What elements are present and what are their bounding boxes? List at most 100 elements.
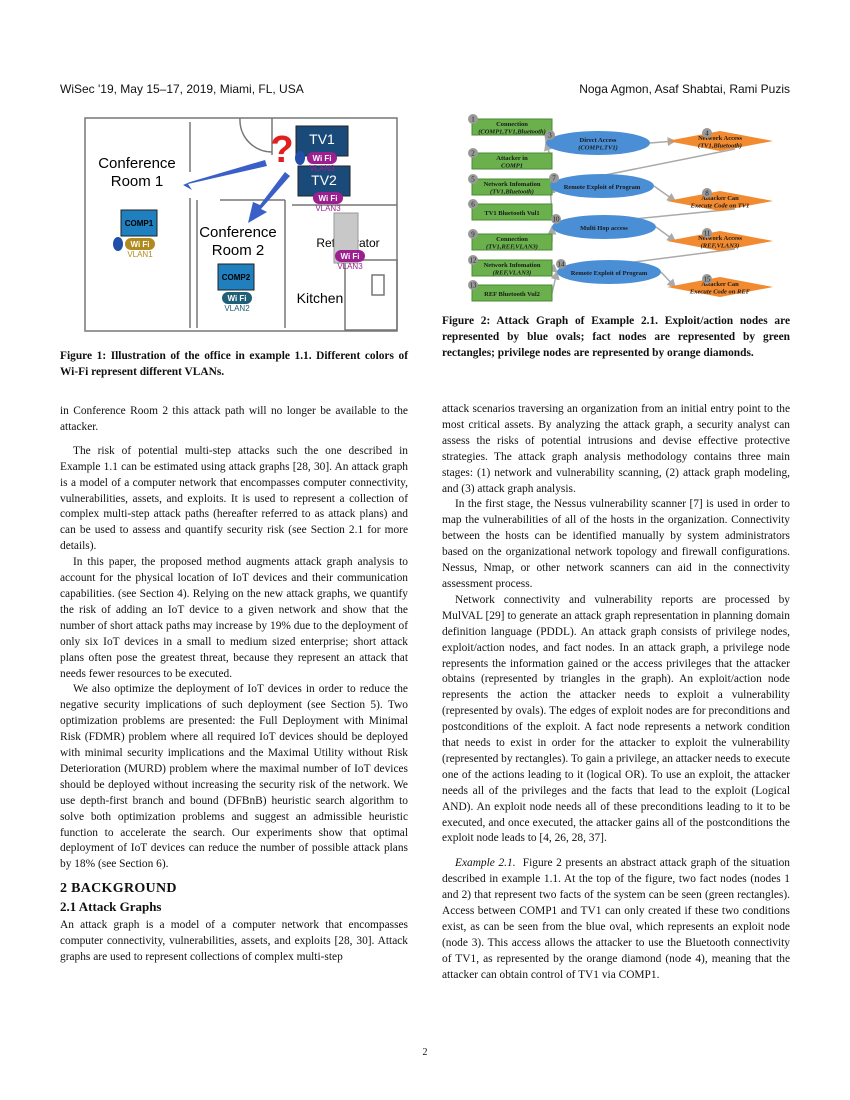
fact-node-1: Connection(COMP1,TV1,Bluetooth)1 xyxy=(468,114,553,136)
wifi-label: Wi Fi xyxy=(318,194,337,203)
node-sublabel: (COMP1,TV1,Bluetooth) xyxy=(478,129,546,136)
node-number-badge xyxy=(468,148,478,158)
node-label: TV1 Bluetooth Vul1 xyxy=(484,210,539,217)
wifi-icon xyxy=(222,292,252,304)
fact-node-12: Network Infomation(REF,VLAN3) 12 xyxy=(468,255,553,277)
node-label: Attacker Can xyxy=(701,281,739,288)
node-number-badge xyxy=(702,128,712,138)
node-sublabel: (REF,VLAN3) xyxy=(701,243,740,250)
node-label: Direct Access xyxy=(580,137,617,144)
node-number: 9 xyxy=(471,231,475,239)
paragraph: In the first stage, the Nessus vulnerabi… xyxy=(442,498,790,590)
fact-node-13: REF Bluetooth Vul2 13 xyxy=(468,280,553,302)
node-number-badge xyxy=(551,214,561,224)
graph-edge xyxy=(660,271,677,289)
graph-edge xyxy=(653,185,677,202)
vlan-label: VLAN1 xyxy=(127,250,153,259)
paragraph: attack scenarios traversing an organizat… xyxy=(442,403,790,495)
paragraph: The risk of potential multi-step attacks… xyxy=(60,444,408,553)
node-label: Network Access xyxy=(698,135,742,142)
example-paragraph: Example 2.1. Figure 2 presents an abstra… xyxy=(442,856,790,983)
paragraph: In this paper, the proposed method augme… xyxy=(60,556,408,680)
node-number-badge xyxy=(702,274,712,284)
node-label: Attacker Can xyxy=(701,195,739,202)
node-number: 4 xyxy=(705,130,709,138)
comp2-label: COMP2 xyxy=(222,273,251,282)
exploit-node-14: Remote Exploit of Program 14 xyxy=(556,259,661,284)
node-number-badge xyxy=(468,255,478,265)
subsection-heading: 2.1 Attack Graphs xyxy=(60,899,162,915)
node-label: Connection xyxy=(496,121,528,128)
room-label-conference-1b: Room 1 xyxy=(111,173,164,190)
example-label: Example 2.1. xyxy=(455,857,516,870)
bluetooth-icon xyxy=(295,151,305,165)
node-label: Remote Exploit of Program xyxy=(564,184,641,191)
attack-arrow-to-room2 xyxy=(248,172,290,223)
left-column: in Conference Room 2 this attack path wi… xyxy=(60,404,408,966)
page-number: 2 xyxy=(422,1047,428,1058)
right-column: attack scenarios traversing an organizat… xyxy=(442,402,790,984)
tv2-icon xyxy=(297,165,351,197)
node-number: 3 xyxy=(548,132,552,140)
node-label: Network Infomation xyxy=(484,181,541,188)
node-number-badge xyxy=(702,228,712,238)
node-number: 7 xyxy=(552,175,556,183)
node-number-badge xyxy=(468,114,478,124)
node-number: 2 xyxy=(471,150,475,158)
vlan-label: VLAN3 xyxy=(315,204,341,213)
comp1-label: COMP1 xyxy=(125,219,154,228)
node-number: 8 xyxy=(705,190,709,198)
node-number-badge xyxy=(468,229,478,239)
room-label-conference-2a: Conference xyxy=(199,224,277,241)
node-sublabel: (REF,VLAN3) xyxy=(493,270,532,277)
node-number: 14 xyxy=(558,261,566,269)
node-sublabel: (TV1,Bluetooth) xyxy=(698,143,742,150)
privilege-node-4: Network Access(TV1,Bluetooth) 4 xyxy=(667,128,773,151)
attack-arrow-to-room1 xyxy=(183,160,267,190)
tv2-label: TV2 xyxy=(311,172,337,188)
tv1-icon xyxy=(295,125,349,157)
wifi-label: Wi Fi xyxy=(130,240,149,249)
bluetooth-icon xyxy=(113,237,123,251)
node-sublabel: (TV1,Bluetooth) xyxy=(490,189,534,196)
node-sublabel: Execute Code on REF xyxy=(689,289,751,296)
tv1-label: TV1 xyxy=(309,131,335,147)
node-label: Connection xyxy=(496,236,528,243)
vlan-label: VLAN2 xyxy=(224,304,250,313)
paragraph: We also optimize the deployment of IoT d… xyxy=(60,683,408,871)
wifi-icon xyxy=(313,192,343,204)
fact-node-9: Connection(TV1,REF,VLAN3) 9 xyxy=(468,229,553,251)
wifi-icon xyxy=(307,152,337,164)
node-number: 5 xyxy=(471,176,475,184)
room-label-kitchen: Kitchen xyxy=(297,290,344,306)
node-number: 11 xyxy=(704,230,711,238)
graph-edge xyxy=(655,226,677,242)
fact-node-5: Network Infomation(TV1,Bluetooth) 5 xyxy=(468,174,553,196)
comp1-icon xyxy=(120,209,158,237)
floorplan-walls xyxy=(84,117,398,332)
node-label: Attacker in xyxy=(496,155,528,162)
figure-2-caption: Figure 2: Attack Graph of Example 2.1. E… xyxy=(442,315,790,359)
node-number: 6 xyxy=(471,201,475,209)
vlan-label: VLAN3 xyxy=(309,164,335,173)
figure-1-caption: Figure 1: Illustration of the office in … xyxy=(60,350,408,378)
node-sublabel: (COMP1,TV1) xyxy=(578,145,618,152)
node-number-badge xyxy=(468,174,478,184)
paragraph: Network connectivity and vulnerability r… xyxy=(442,593,790,845)
node-number: 10 xyxy=(553,216,561,224)
question-mark-icon: ? xyxy=(270,129,293,171)
wifi-label: Wi Fi xyxy=(312,154,331,163)
node-label: REF Bluetooth Vul2 xyxy=(484,291,540,298)
node-number-badge xyxy=(556,259,566,269)
node-number: 1 xyxy=(471,116,475,124)
comp2-icon xyxy=(217,263,255,291)
node-number-badge xyxy=(545,130,555,140)
node-sublabel: COMP1 xyxy=(501,163,523,170)
